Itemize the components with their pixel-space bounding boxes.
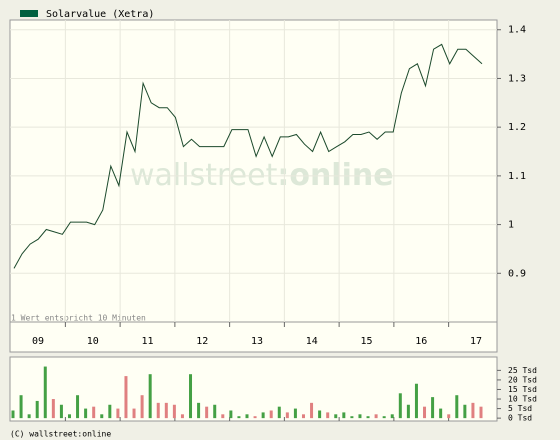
x-tick-label: 16 — [415, 336, 427, 347]
x-tick-label: 10 — [87, 336, 99, 347]
watermark-part: wallstreet — [130, 158, 278, 193]
volume-bar — [11, 410, 15, 419]
volume-bar — [374, 414, 378, 419]
volume-bar — [318, 410, 322, 419]
volume-bar — [189, 374, 193, 419]
volume-bar — [253, 416, 257, 419]
y-tick-label: 0.9 — [508, 268, 526, 279]
volume-bar — [67, 414, 71, 419]
volume-bar — [390, 414, 394, 419]
volume-bar — [205, 406, 209, 419]
y2-tick-label: 20 Tsd — [508, 375, 537, 384]
x-tick-label: 09 — [32, 336, 44, 347]
volume-bar — [358, 414, 362, 419]
volume-bar — [92, 406, 96, 419]
x-tick-label: 15 — [360, 336, 372, 347]
volume-bar — [350, 416, 354, 419]
volume-bar — [479, 406, 483, 419]
volume-bar — [366, 416, 370, 419]
y-tick-label: 1.3 — [508, 73, 526, 84]
legend-label: Solarvalue (Xetra) — [46, 9, 154, 20]
volume-bar — [100, 414, 104, 419]
volume-bar — [76, 395, 80, 419]
volume-bar — [221, 414, 225, 419]
volume-bar — [334, 414, 338, 419]
watermark: wallstreet:online — [130, 158, 394, 193]
volume-bar — [439, 408, 443, 419]
price-line — [13, 43, 483, 269]
volume-bar — [431, 397, 435, 419]
legend-swatch — [20, 10, 38, 17]
volume-bar — [84, 408, 88, 419]
x-tick-label: 12 — [196, 336, 208, 347]
volume-bar — [27, 414, 31, 419]
copyright: (C) wallstreet:online — [10, 430, 111, 439]
volume-bar — [277, 406, 281, 419]
volume-bar — [197, 402, 201, 419]
volume-bar — [140, 395, 144, 419]
volume-bar — [43, 366, 47, 419]
volume-bar — [35, 400, 39, 419]
y2-tick-label: 5 Tsd — [508, 404, 532, 413]
volume-bar — [423, 406, 427, 419]
volume-bar — [213, 404, 217, 419]
volume-bar — [463, 404, 467, 419]
volume-bar — [237, 416, 241, 419]
volume-bar — [164, 402, 168, 419]
volume-bar — [406, 404, 410, 419]
x-tick-label: 11 — [141, 336, 153, 347]
volume-bar — [132, 408, 136, 419]
x-tick-label: 17 — [470, 336, 482, 347]
y2-tick-label: 10 Tsd — [508, 395, 537, 404]
x-axis-strip — [9, 321, 498, 353]
volume-bar — [261, 412, 265, 419]
watermark-part: :online — [277, 158, 393, 193]
volume-bar — [269, 410, 273, 419]
volume-bar — [116, 408, 120, 419]
volume-bar — [326, 412, 330, 419]
volume-bar — [51, 399, 55, 419]
volume-bar — [398, 393, 402, 419]
volume-bar — [180, 414, 184, 419]
y-tick-label: 1.1 — [508, 171, 526, 182]
y-tick-label: 1.4 — [508, 25, 526, 36]
x-tick-label: 14 — [306, 336, 318, 347]
volume-bar — [293, 408, 297, 419]
volume-bar — [342, 412, 346, 419]
y2-tick-label: 15 Tsd — [508, 385, 537, 394]
y-tick-label: 1.2 — [508, 122, 526, 133]
volume-bar — [156, 402, 160, 419]
volume-bar — [19, 395, 23, 419]
volume-bar — [414, 383, 418, 419]
price-panel — [9, 19, 498, 323]
volume-bar — [285, 412, 289, 419]
volume-bar — [124, 376, 128, 419]
volume-bar — [245, 414, 249, 419]
volume-bar — [471, 402, 475, 419]
volume-bar — [148, 374, 152, 419]
volume-bar — [172, 404, 176, 419]
volume-bar — [447, 414, 451, 419]
y2-tick-label: 0 Tsd — [508, 414, 532, 423]
volume-bar — [59, 404, 63, 419]
volume-bar — [301, 414, 305, 419]
volume-bar — [455, 395, 459, 419]
y-tick-label: 1 — [508, 220, 514, 231]
volume-bar — [382, 416, 386, 419]
volume-bar — [108, 404, 112, 419]
x-tick-label: 13 — [251, 336, 263, 347]
y2-tick-label: 25 Tsd — [508, 366, 537, 375]
volume-bar — [229, 410, 233, 419]
volume-bar — [310, 402, 314, 419]
note: 1 Wert entspricht 10 Minuten — [11, 314, 146, 323]
